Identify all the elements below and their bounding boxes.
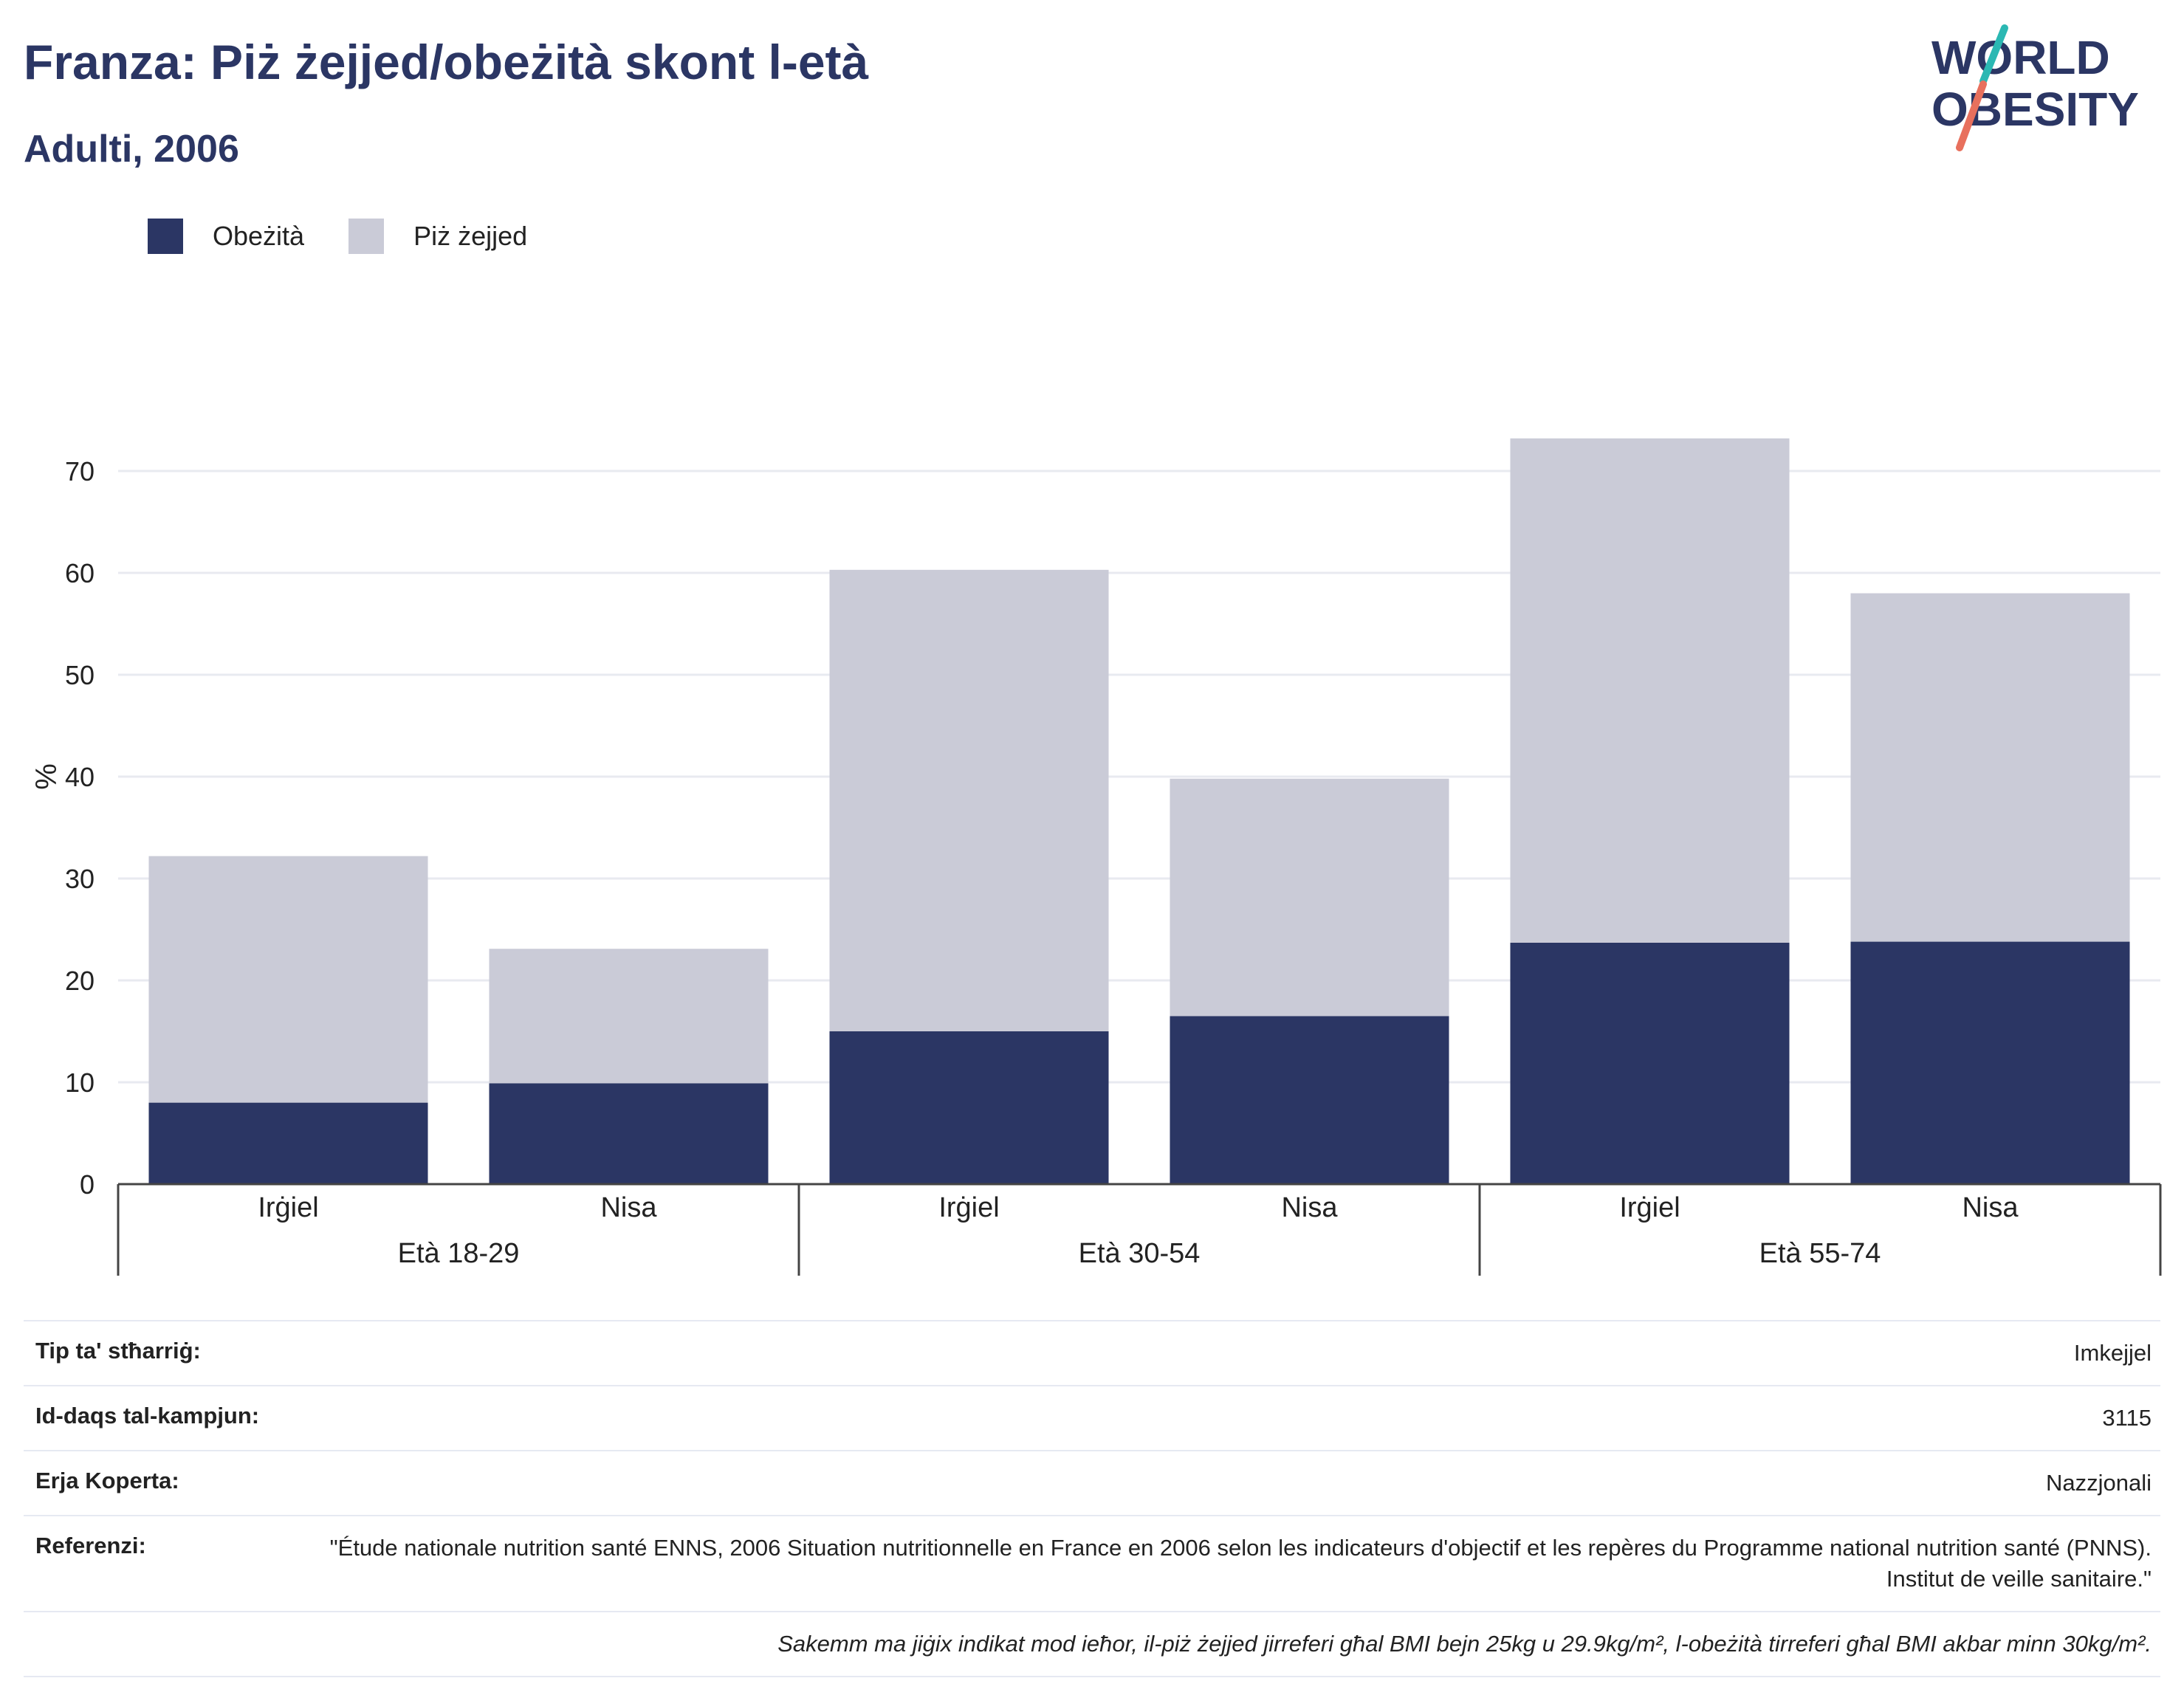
info-label-survey-type: Tip ta' stħarriġ: <box>35 1338 201 1364</box>
x-group-label: Età 30-54 <box>1079 1238 1201 1269</box>
y-tick-label: 40 <box>65 762 95 792</box>
bar-obesity <box>829 1031 1109 1184</box>
info-row-references: Referenzi: "Étude nationale nutrition sa… <box>24 1515 2160 1611</box>
info-value-area-covered: Nazzjonali <box>2045 1470 2152 1496</box>
bar-overweight <box>1170 778 1449 1017</box>
bar-overweight <box>1850 593 2130 942</box>
bar-overweight <box>1510 438 1790 943</box>
legend-item-overweight[interactable]: Piż żejjed <box>348 219 527 254</box>
legend-swatch-obesity <box>148 219 183 254</box>
bar-obesity <box>1170 1016 1449 1184</box>
y-axis-label: % <box>30 763 63 790</box>
chart-title: Franza: Piż żejjed/obeżità skont l-età <box>24 35 869 89</box>
legend-label-overweight: Piż żejjed <box>413 221 528 251</box>
info-label-references: Referenzi: <box>35 1533 146 1558</box>
world-obesity-logo: WORLD OBESITY <box>1931 24 2139 151</box>
y-tick-label: 30 <box>65 864 95 894</box>
y-tick-label: 60 <box>65 558 95 588</box>
x-tick-label: Nisa <box>1962 1192 2019 1223</box>
x-tick-label: Irġiel <box>938 1192 999 1223</box>
logo-slash-teal <box>1979 24 2008 85</box>
info-label-sample-size: Id-daqs tal-kampjun: <box>35 1403 260 1428</box>
survey-info-table: Tip ta' stħarriġ: Imkejjel Id-daqs tal-k… <box>24 1320 2160 1677</box>
legend-item-obesity[interactable]: Obeżità <box>148 219 304 254</box>
bar-obesity <box>1850 941 2130 1184</box>
y-tick-label: 50 <box>65 660 95 690</box>
legend-swatch-overweight <box>348 219 385 254</box>
info-value-sample-size: 3115 <box>2102 1405 2152 1431</box>
chart-subtitle: Adulti, 2006 <box>24 128 239 171</box>
y-tick-label: 10 <box>65 1067 95 1098</box>
info-value-survey-type: Imkejjel <box>2073 1340 2152 1366</box>
legend-label-obesity: Obeżità <box>213 221 305 251</box>
x-group-label: Età 55-74 <box>1759 1238 1881 1269</box>
info-row-area-covered: Erja Koperta: Nazzjonali <box>24 1450 2160 1515</box>
x-tick-label: Nisa <box>600 1192 657 1223</box>
bar-obesity <box>148 1102 428 1184</box>
y-tick-label: 0 <box>80 1169 95 1200</box>
x-group-label: Età 18-29 <box>398 1238 520 1269</box>
x-tick-label: Nisa <box>1281 1192 1338 1223</box>
x-tick-label: Irġiel <box>1619 1192 1680 1223</box>
info-row-note: Sakemm ma jiġix indikat mod ieħor, il-pi… <box>24 1611 2160 1677</box>
y-tick-label: 70 <box>65 456 95 487</box>
info-label-area-covered: Erja Koperta: <box>35 1468 179 1493</box>
info-row-survey-type: Tip ta' stħarriġ: Imkejjel <box>24 1320 2160 1385</box>
bar-overweight <box>489 949 769 1084</box>
bar-overweight <box>829 569 1109 1031</box>
x-tick-label: Irġiel <box>258 1192 318 1223</box>
bar-obesity <box>1510 942 1790 1184</box>
logo-line1: WORLD <box>1931 31 2110 84</box>
y-tick-label: 20 <box>65 966 95 996</box>
logo-slash-coral <box>1956 80 1987 151</box>
stacked-bar-chart: 0 10 20 30 40 50 60 70% Irġiel Nisa Irġiel Nisa Irġi… <box>30 438 2162 1276</box>
chart-legend: Obeżità Piż żejjed <box>148 219 571 254</box>
info-row-sample-size: Id-daqs tal-kampjun: 3115 <box>24 1385 2160 1450</box>
bar-obesity <box>489 1083 769 1184</box>
bar-overweight <box>148 856 428 1103</box>
bmi-definition-note: Sakemm ma jiġix indikat mod ieħor, il-pi… <box>777 1631 2152 1657</box>
info-value-references: "Étude nationale nutrition santé ENNS, 2… <box>329 1535 2152 1592</box>
